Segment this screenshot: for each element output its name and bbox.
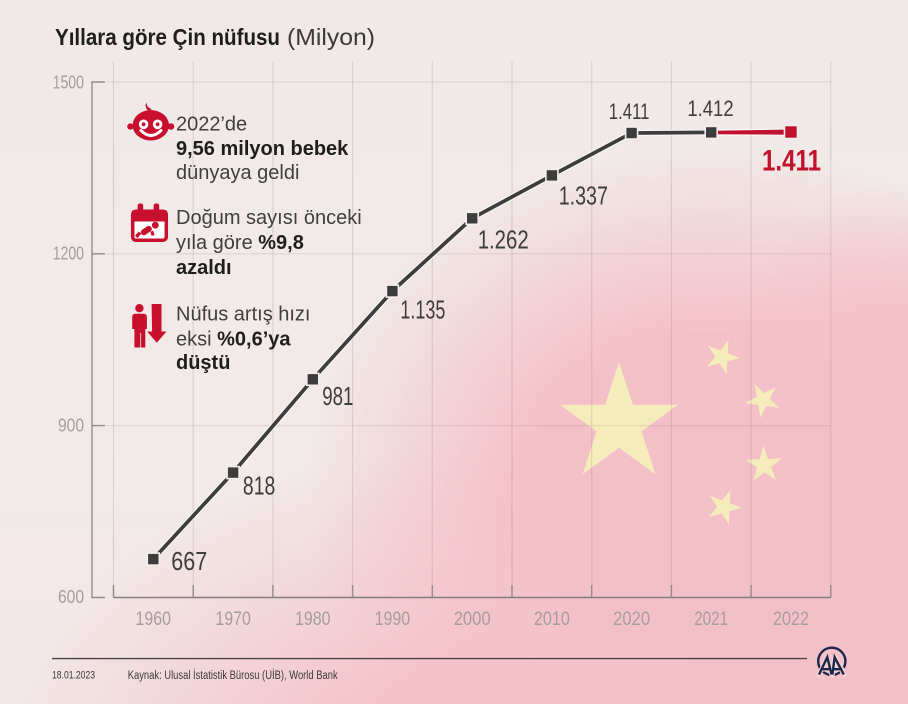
svg-text:900: 900 (58, 416, 84, 436)
svg-text:2022: 2022 (773, 609, 809, 630)
svg-text:1.337: 1.337 (559, 180, 608, 210)
svg-text:1960: 1960 (136, 609, 172, 630)
svg-text:eksi %0,6’ya: eksi %0,6’ya (176, 329, 291, 351)
svg-text:azaldı: azaldı (176, 257, 232, 279)
svg-text:818: 818 (243, 471, 275, 501)
svg-text:667: 667 (171, 546, 207, 576)
svg-text:1.412: 1.412 (687, 96, 733, 121)
svg-text:(Milyon): (Milyon) (287, 24, 375, 50)
svg-text:Nüfus artış hızı: Nüfus artış hızı (176, 304, 311, 326)
svg-text:600: 600 (58, 587, 84, 607)
svg-text:981: 981 (322, 381, 353, 411)
svg-text:1980: 1980 (295, 609, 331, 630)
svg-text:1.411: 1.411 (762, 145, 821, 178)
svg-text:2000: 2000 (454, 609, 491, 630)
svg-text:Doğum sayısı önceki: Doğum sayısı önceki (176, 207, 362, 229)
svg-text:2010: 2010 (534, 609, 570, 630)
svg-text:1.135: 1.135 (400, 294, 445, 324)
svg-text:yıla göre %9,8: yıla göre %9,8 (176, 232, 304, 254)
svg-text:2020: 2020 (613, 609, 650, 630)
svg-text:1990: 1990 (375, 609, 411, 630)
svg-text:1.262: 1.262 (478, 225, 529, 255)
svg-text:1200: 1200 (53, 244, 84, 264)
svg-text:18.01.2023: 18.01.2023 (52, 670, 95, 682)
svg-text:düştü: düştü (176, 352, 230, 374)
svg-text:dünyaya geldi: dünyaya geldi (176, 162, 299, 184)
svg-text:Kaynak: Ulusal İstatistik Büro: Kaynak: Ulusal İstatistik Bürosu (UİB), … (128, 669, 338, 682)
svg-text:Yıllara göre Çin nüfusu: Yıllara göre Çin nüfusu (55, 24, 280, 50)
svg-text:1970: 1970 (215, 609, 251, 630)
svg-text:2022’de: 2022’de (176, 114, 247, 136)
svg-text:2021: 2021 (694, 609, 728, 630)
svg-text:1.411: 1.411 (609, 99, 650, 124)
svg-text:1500: 1500 (53, 73, 84, 93)
svg-text:9,56 milyon bebek: 9,56 milyon bebek (176, 138, 349, 160)
